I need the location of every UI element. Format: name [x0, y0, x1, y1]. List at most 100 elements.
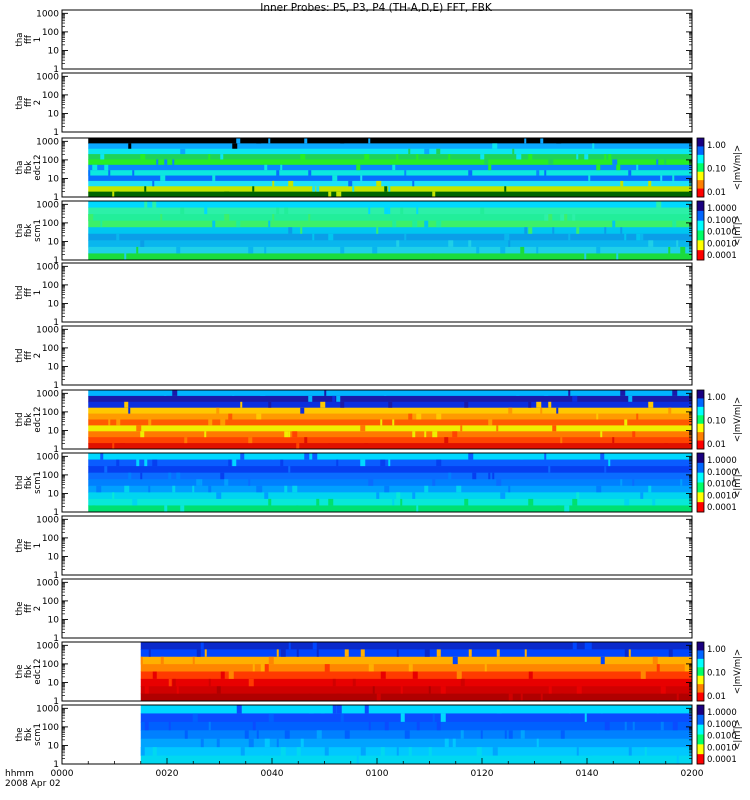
spectrum-cell: [176, 686, 179, 694]
spectrum-cell: [264, 664, 269, 672]
spectrum-cell: [296, 505, 299, 512]
spectrum-cell: [180, 148, 186, 155]
spectrum-band: [88, 431, 692, 438]
spectrum-cell: [432, 431, 438, 438]
y-tick-label: 1000: [36, 262, 59, 272]
spectrum-cell: [328, 443, 331, 449]
spectrum-cell: [588, 175, 591, 181]
panel-frame: [61, 262, 693, 323]
colorbar-swatch: [697, 230, 704, 241]
spectrum-cell: [400, 207, 404, 215]
panel-label-line: thd: [15, 475, 25, 489]
colorbar-swatch: [697, 210, 704, 222]
spectrum-cell: [208, 419, 213, 426]
panel-label-line: the: [15, 665, 25, 679]
spectrum-cell: [568, 642, 571, 650]
spectrum-band: [140, 642, 692, 650]
y-tick-label: 1: [53, 65, 59, 75]
colorbar-swatch: [697, 390, 704, 399]
spectrum-cell: [192, 485, 195, 493]
spectrum-cell: [536, 642, 542, 650]
spectrum-cell: [604, 154, 607, 160]
spectrum-cell: [148, 419, 152, 426]
spectrum-cell: [164, 201, 169, 208]
spectrum-cell: [176, 472, 181, 480]
spectrum-cell: [632, 431, 636, 438]
spectrum-cell: [604, 721, 610, 731]
spectrum-cell: [412, 220, 418, 228]
spectrum-cell: [632, 479, 635, 486]
spectrum-cell: [368, 479, 374, 486]
y-tick-label: 1: [53, 381, 59, 391]
spectrum-band: [140, 755, 692, 765]
y-tick-label: 1000: [36, 200, 59, 210]
colorbar-frame: [696, 200, 705, 261]
spectrum-cell: [424, 148, 430, 155]
colorbar-unit-label: <|mV/m|>: [733, 397, 743, 442]
spectrum-cell: [428, 747, 432, 756]
spectrum-cell: [280, 649, 286, 657]
spectrum-cell: [196, 479, 201, 486]
spectrum-cell: [248, 437, 253, 444]
colorbar-swatch: [697, 406, 704, 416]
spectrum-cell: [444, 437, 449, 444]
spectrum-cell: [296, 747, 301, 756]
spectrum-cell: [504, 730, 507, 739]
spectrum-band: [88, 419, 692, 426]
spectrum-cell: [592, 143, 595, 149]
spectrum-cell: [308, 705, 314, 714]
colorbar-tick-label: 0.0100: [707, 480, 737, 490]
spectrum-cell: [364, 443, 369, 449]
spectrum-cell: [568, 390, 571, 396]
spectrum-cell: [436, 413, 442, 420]
spectrum-cell: [368, 138, 371, 144]
x-tick-label: 0120: [471, 769, 494, 779]
spectrum-cell: [220, 419, 226, 426]
spectrum-cell: [596, 246, 601, 254]
spectrum-cell: [316, 186, 320, 192]
spectrum-cell: [568, 233, 571, 241]
spectrum-cell: [396, 154, 399, 160]
spectrum-cell: [500, 693, 506, 701]
spectrum-cell: [532, 642, 538, 650]
spectrum-band: [88, 413, 692, 420]
spectrum-cell: [248, 246, 254, 254]
spectrum-cell: [424, 431, 427, 438]
spectrum-cell: [152, 671, 157, 679]
spectrum-cell: [344, 649, 349, 657]
spectrum-cell: [256, 730, 259, 739]
spectrum-cell: [624, 649, 630, 657]
spectrum-cell: [600, 431, 603, 438]
spectrum-cell: [268, 401, 272, 408]
spectrum-cell: [392, 498, 395, 506]
colorbar-tick-label: 0.0001: [707, 755, 737, 765]
spectrum-cell: [132, 170, 135, 176]
spectrum-band: [88, 164, 692, 171]
y-tick-label: 1: [53, 318, 59, 328]
spectrum-cell: [228, 459, 232, 467]
y-tick-label: 10: [48, 552, 60, 562]
spectrum-cell: [436, 148, 441, 155]
y-tick-label: 1000: [36, 515, 59, 525]
spectrum-cell: [312, 453, 318, 460]
spectrum-band: [88, 485, 692, 493]
spectrum-cell: [564, 642, 570, 650]
spectrum-cell: [324, 664, 330, 672]
spectrum-cell: [396, 649, 399, 657]
spectrum-cell: [144, 459, 148, 467]
x-tick-label: 0000: [51, 769, 74, 779]
spectrum-cell: [384, 485, 390, 493]
spectrum-cell: [676, 693, 679, 701]
spectrum-band: [88, 143, 692, 150]
spectrum-cell: [572, 642, 577, 650]
spectrum-cell: [204, 207, 208, 215]
spectrum-cell: [432, 713, 435, 722]
spectrum-cell: [660, 686, 666, 694]
spectrum-cell: [292, 431, 298, 438]
spectrum-cell: [496, 425, 499, 432]
y-tick-label: 1000: [36, 641, 59, 651]
colorbar-swatch: [697, 440, 704, 450]
panel-label-line: fbk: [24, 728, 34, 741]
panel-label-line: scm1: [33, 219, 43, 242]
